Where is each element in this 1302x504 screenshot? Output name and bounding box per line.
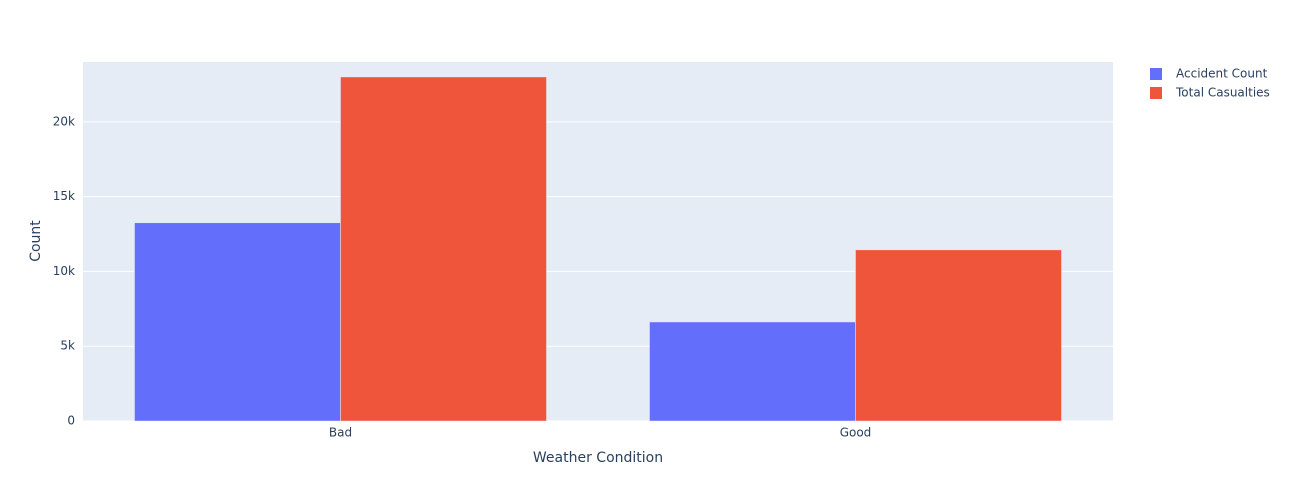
legend-swatch	[1150, 68, 1162, 80]
bar	[649, 321, 856, 422]
x-tick-label: Good	[840, 426, 872, 440]
bar	[340, 76, 547, 422]
bar	[855, 249, 1062, 422]
bar	[134, 222, 341, 422]
legend-swatch	[1150, 87, 1162, 99]
y-tick-label: 0	[67, 414, 75, 428]
y-tick-label: 20k	[53, 114, 75, 128]
x-axis-title: Weather Condition	[533, 450, 663, 466]
y-tick-label: 5k	[60, 339, 75, 353]
legend-label: Total Casualties	[1175, 86, 1270, 100]
y-axis-title: Count	[28, 220, 44, 262]
x-tick-label: Bad	[329, 426, 352, 440]
y-tick-label: 15k	[53, 189, 75, 203]
legend-label: Accident Count	[1176, 67, 1268, 81]
y-tick-label: 10k	[53, 264, 75, 278]
